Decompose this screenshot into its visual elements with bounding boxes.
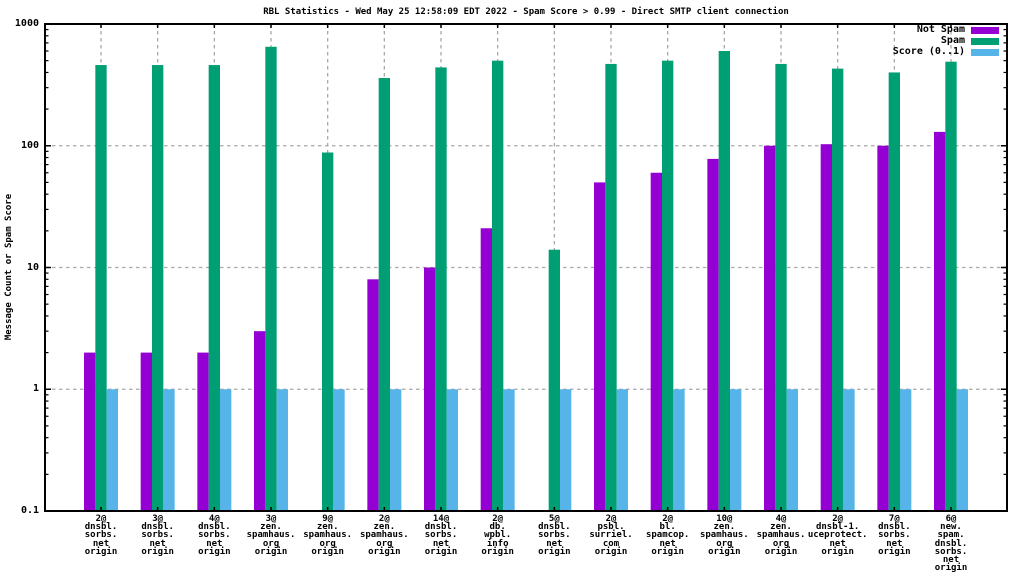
- bar-score-0-1-2: [219, 389, 232, 511]
- x-category-label-3: 3@ zen. spamhaus. org origin: [246, 514, 296, 557]
- bar-score-0-1-10: [673, 389, 685, 511]
- y-tick-label-1000: 1000: [14, 18, 39, 29]
- bar-spam-11: [718, 51, 730, 511]
- bar-score-0-1-4: [333, 389, 345, 511]
- x-category-label-14: 7@ dnsbl. sorbs. net origin: [878, 514, 911, 557]
- x-category-label-15: 6@ new. spam. dnsbl. sorbs. net origin: [934, 514, 968, 574]
- y-tick-label-0.1: 0.1: [20, 505, 39, 516]
- bar-spam-9: [605, 63, 617, 511]
- legend-label-not-spam: Not Spam: [916, 24, 965, 35]
- x-category-label-2: 4@ dnsbl. sorbs. net origin: [198, 514, 231, 557]
- x-category-label-5: 2@ zen. spamhaus. org origin: [359, 514, 409, 557]
- bar-not-spam-1: [140, 352, 153, 511]
- bar-spam-6: [435, 67, 447, 511]
- bar-spam-10: [662, 60, 674, 511]
- legend-row-spam: Spam: [940, 35, 999, 46]
- x-category-label-0: 2@ dnsbl. sorbs. net origin: [84, 514, 118, 557]
- y-tick-label-10: 10: [26, 261, 39, 273]
- legend-swatch-score: [971, 48, 999, 56]
- bar-spam-2: [208, 65, 220, 511]
- bar-not-spam-15: [934, 131, 946, 511]
- bar-not-spam-12: [764, 145, 776, 511]
- bar-spam-13: [832, 68, 844, 511]
- bar-score-0-1-13: [843, 389, 855, 511]
- x-category-label-9: 2@ psbl. surriel. com origin: [589, 514, 633, 557]
- y-tick-label-1: 1: [32, 383, 39, 395]
- bar-score-0-1-15: [956, 389, 968, 511]
- legend-row-not-spam: Not Spam: [916, 24, 999, 35]
- bar-not-spam-9: [594, 182, 606, 511]
- legend-row-score: Score (0..1): [892, 46, 999, 57]
- legend-label-score: Score (0..1): [892, 46, 965, 57]
- x-category-label-13: 2@ dnsbl-1. uceprotect. net origin: [807, 514, 868, 557]
- bar-not-spam-0: [84, 352, 96, 511]
- x-category-label-8: 5@ dnsbl. sorbs. net origin: [538, 514, 571, 557]
- x-category-label-7: 2@ db. wpbl. info origin: [481, 514, 514, 557]
- plot-border: [44, 23, 1008, 512]
- legend-swatch-not-spam: [971, 26, 999, 34]
- bar-score-0-1-12: [786, 389, 798, 511]
- bar-not-spam-3: [254, 331, 266, 511]
- x-category-label-12: 4@ zen. spamhaus. org origin: [756, 514, 806, 557]
- bar-not-spam-14: [877, 145, 889, 511]
- bar-spam-1: [152, 65, 164, 511]
- bar-spam-3: [265, 46, 277, 511]
- bar-spam-0: [95, 65, 107, 511]
- bar-spam-12: [775, 63, 787, 511]
- bar-spam-7: [492, 60, 504, 511]
- bar-not-spam-11: [707, 158, 719, 511]
- bar-spam-14: [888, 72, 900, 511]
- bar-score-0-1-7: [503, 389, 515, 511]
- bar-not-spam-13: [820, 144, 833, 511]
- bar-not-spam-5: [367, 279, 379, 511]
- bar-not-spam-2: [197, 352, 209, 511]
- bar-score-0-1-0: [106, 389, 118, 511]
- bar-not-spam-6: [424, 267, 436, 511]
- bar-score-0-1-11: [729, 389, 742, 511]
- chart-title: RBL Statistics - Wed May 25 12:58:09 EDT…: [263, 7, 789, 17]
- x-category-label-4: 9@ zen. spamhaus. org origin: [303, 514, 353, 557]
- x-category-label-11: 10@ zen. spamhaus. org origin: [699, 514, 749, 557]
- bar-spam-5: [378, 78, 390, 511]
- y-tick-label-100: 100: [20, 139, 39, 151]
- x-category-label-6: 14@ dnsbl. sorbs. net origin: [424, 514, 458, 557]
- bar-not-spam-10: [650, 172, 663, 511]
- bar-score-0-1-1: [163, 389, 175, 511]
- x-category-label-10: 2@ bl. spamcop. net origin: [645, 514, 690, 557]
- bar-spam-15: [945, 61, 957, 511]
- legend-label-spam: Spam: [940, 35, 965, 46]
- bar-not-spam-7: [480, 228, 493, 511]
- bar-score-0-1-14: [899, 389, 912, 511]
- bar-score-0-1-8: [559, 389, 572, 511]
- bar-score-0-1-6: [446, 389, 458, 511]
- bar-score-0-1-3: [276, 389, 288, 511]
- bar-spam-8: [548, 249, 560, 511]
- bar-spam-4: [322, 152, 334, 511]
- x-category-label-1: 3@ dnsbl. sorbs. net origin: [141, 514, 174, 557]
- bar-score-0-1-5: [389, 389, 402, 511]
- bar-score-0-1-9: [616, 389, 628, 511]
- legend-swatch-spam: [971, 37, 999, 45]
